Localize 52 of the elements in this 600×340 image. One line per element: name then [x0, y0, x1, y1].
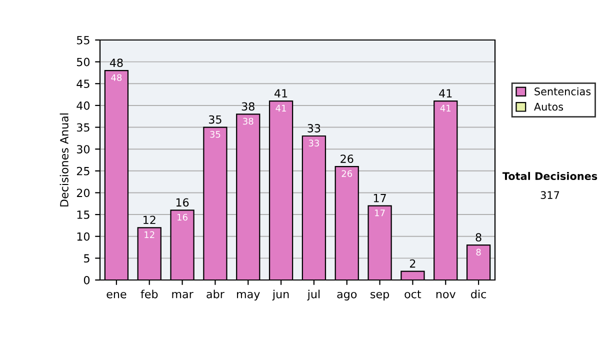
y-tick-label: 55 [76, 36, 90, 44]
y-tick-label: 5 [84, 254, 90, 263]
x-tick-label: jun [272, 290, 289, 300]
legend-label: Sentencias [534, 87, 591, 96]
x-tick-label: abr [206, 290, 224, 298]
text: 317 [540, 191, 560, 200]
y-tick-label: 45 [76, 80, 90, 88]
y-axis-title: Decisiones Anual [60, 114, 68, 206]
y-tick-label: 0 [84, 276, 90, 284]
data-label: 8 [476, 248, 481, 256]
x-tick-label: oct [404, 290, 422, 298]
annotation: 17 [374, 194, 386, 202]
annotation: 35 [208, 115, 222, 124]
y-tick-label: 25 [76, 166, 90, 176]
annotation: 38 [242, 102, 254, 111]
y-tick-label: 50 [76, 58, 90, 66]
annotation: 41 [274, 89, 288, 98]
annotation: 48 [110, 58, 123, 68]
x-tick-label: sep [370, 292, 390, 300]
y-tick-label: 35 [76, 123, 90, 132]
x-tick-label: nov [436, 292, 456, 298]
legend-label: Autos [534, 102, 564, 111]
x-tick-label: may [237, 292, 260, 300]
data-label: 16 [178, 214, 188, 221]
data-label: 48 [111, 74, 122, 82]
data-label: 35 [210, 130, 220, 138]
annotation: 26 [340, 154, 354, 164]
data-label: 33 [308, 140, 319, 146]
x-tick-label: mar [172, 292, 194, 298]
annotation: 16 [176, 198, 189, 207]
annotation: 41 [439, 89, 452, 98]
x-tick-label: dic [471, 290, 486, 298]
annotation: 8 [476, 233, 482, 242]
x-tick-label: jul [307, 290, 320, 300]
text: Total Decisiones [502, 172, 598, 180]
y-tick-label: 10 [77, 232, 90, 241]
x-tick-label: ene [106, 292, 126, 298]
y-tick-label: 20 [76, 188, 90, 198]
data-label: 12 [144, 231, 154, 238]
data-label: 17 [375, 210, 385, 216]
data-label: 41 [276, 104, 286, 112]
data-label: 26 [342, 170, 352, 178]
annotation: 33 [308, 124, 320, 132]
x-tick-label: feb [140, 290, 158, 298]
x-tick-label: ago [337, 292, 357, 300]
data-label: 38 [243, 118, 254, 125]
y-tick-label: 30 [76, 145, 90, 154]
data-label: 41 [440, 104, 451, 112]
y-tick-label: 15 [77, 210, 90, 219]
y-tick-label: 40 [76, 101, 90, 110]
annotation: 12 [144, 216, 156, 224]
data-label: 2 [410, 259, 416, 268]
